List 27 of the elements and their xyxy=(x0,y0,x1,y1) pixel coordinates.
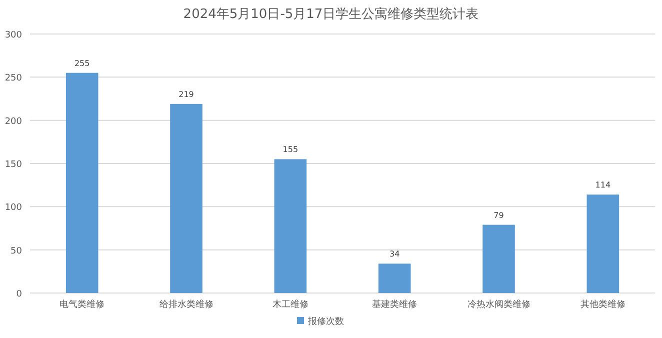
data-label: 114 xyxy=(595,180,611,190)
y-tick-label: 100 xyxy=(4,203,22,214)
data-label: 155 xyxy=(282,145,298,154)
y-tick-label: 150 xyxy=(4,160,22,170)
bar xyxy=(378,264,411,293)
chart-title: 2024年5月10日-5月17日学生公寓维修类型统计表 xyxy=(183,6,479,22)
x-tick-label: 冷热水阀类维修 xyxy=(467,299,530,310)
bar xyxy=(482,224,515,293)
y-tick-label: 50 xyxy=(10,246,22,256)
legend-label: 报修次数 xyxy=(307,316,344,327)
bar xyxy=(274,159,307,293)
x-tick-label: 给排水类维修 xyxy=(159,299,214,310)
data-label: 255 xyxy=(74,58,90,68)
data-label: 79 xyxy=(494,210,504,220)
y-tick-label: 0 xyxy=(16,290,22,300)
x-tick-label: 电气类维修 xyxy=(60,299,105,310)
x-tick-label: 其他类维修 xyxy=(580,299,626,310)
bar xyxy=(66,72,98,293)
y-tick-label: 250 xyxy=(4,74,22,84)
x-tick-label: 木工维修 xyxy=(272,299,308,310)
data-label: 34 xyxy=(389,250,400,259)
y-tick-label: 300 xyxy=(4,30,22,40)
bar xyxy=(586,194,620,293)
data-label: 219 xyxy=(178,90,194,99)
bar xyxy=(170,104,202,293)
x-tick-label: 基建类维修 xyxy=(372,299,418,310)
y-tick-label: 200 xyxy=(4,116,22,127)
